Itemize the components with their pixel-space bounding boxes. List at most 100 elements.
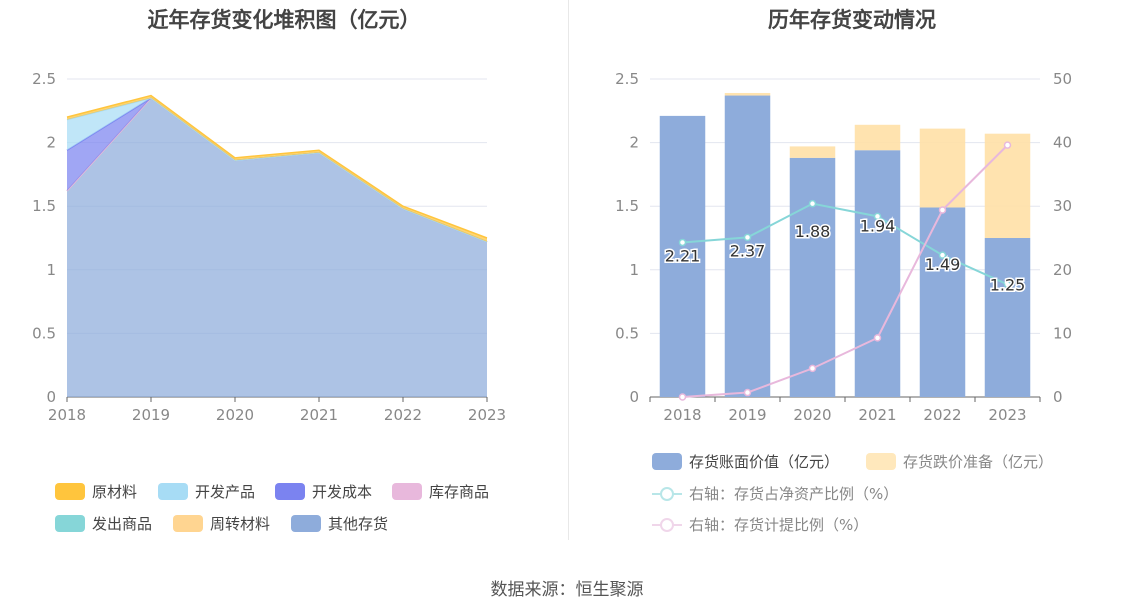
bar-book-value: [724, 95, 771, 397]
x-tick-label: 2023: [468, 406, 506, 424]
line-point: [1003, 280, 1012, 289]
y-tick-label: 0.5: [615, 324, 639, 342]
y-tick-label: 2.5: [32, 70, 56, 88]
line-point: [743, 233, 752, 242]
line-point: [808, 199, 817, 208]
bar-value-label: 1.88: [795, 222, 831, 241]
line-series-0: [682, 202, 1008, 286]
legend-item-turnover-materials[interactable]: 周转材料: [173, 513, 270, 534]
bar-provision: [789, 146, 836, 158]
bar-book-value: [659, 115, 706, 397]
legend-item-raw-materials[interactable]: 原材料: [55, 481, 137, 502]
area-其他存货: [67, 98, 487, 397]
x-tick-label: 2023: [988, 406, 1026, 424]
y-tick-label: 1: [46, 261, 56, 279]
y2-tick-label: 50: [1053, 70, 1072, 88]
legend-label: 原材料: [92, 483, 138, 501]
legend-swatch: [275, 483, 305, 500]
y-tick-label: 1: [629, 261, 639, 279]
legend-swatch: [55, 483, 85, 500]
legend-swatch: [158, 483, 188, 500]
bar-book-value: [789, 157, 836, 397]
y-tick-label: 2: [629, 134, 639, 152]
y2-tick-label: 40: [1053, 134, 1072, 152]
legend-swatch: [866, 453, 896, 470]
legend-swatch: [291, 515, 321, 532]
y-tick-label: 1.5: [32, 197, 56, 215]
panel-divider: [568, 0, 569, 540]
bar-provision: [919, 128, 966, 208]
legend-label: 开发产品: [195, 483, 256, 501]
line-point: [808, 364, 817, 373]
left-chart-title: 近年存货变化堆积图（亿元）: [147, 8, 421, 32]
legend-label: 开发成本: [312, 483, 373, 501]
line-point: [743, 388, 752, 397]
legend-label: 库存商品: [429, 483, 490, 501]
data-source-note: 数据来源：恒生聚源: [490, 580, 644, 600]
left-stacked-area-chart: 0 0.5 1 1.5 2 2.5 2018 2019 2020 2021 2022 2023: [32, 70, 506, 424]
right-bar-line-chart: 0 0.5 1 1.5 2 2.5 0 10 20 30 40 50 2018 2019 2020 2021 2…: [615, 70, 1072, 424]
line-point: [678, 393, 687, 401]
x-tick-label: 2021: [300, 406, 338, 424]
line-point: [1003, 141, 1012, 149]
bar-value-label: 1.25: [990, 275, 1026, 294]
area-edge-原材料: [66, 94, 488, 239]
area-开发产品: [67, 98, 487, 242]
x-tick-label: 2019: [132, 406, 170, 424]
x-tick-label: 2022: [384, 406, 422, 424]
y-tick-label: 2: [46, 134, 56, 152]
legend-item-other-inventory[interactable]: 其他存货: [291, 513, 388, 534]
y2-tick-label: 30: [1053, 197, 1072, 215]
bar-book-value: [854, 150, 901, 397]
legend-item-goods-shipped[interactable]: 发出商品: [55, 513, 152, 534]
y-tick-label: 1.5: [615, 197, 639, 215]
x-tick-label: 2022: [923, 406, 961, 424]
line-point: [938, 206, 947, 214]
legend-line-marker: [652, 516, 682, 533]
bar-book-value: [984, 238, 1031, 397]
x-tick-label: 2018: [48, 406, 86, 424]
bar-provision: [984, 133, 1031, 238]
bar-value-label: 1.94: [860, 217, 896, 236]
legend-item-book-value[interactable]: 存货账面价值（亿元）: [652, 451, 839, 472]
legend-swatch: [392, 483, 422, 500]
y-tick-label: 2.5: [615, 70, 639, 88]
legend-item-developed-products[interactable]: 开发产品: [158, 481, 255, 502]
x-tick-label: 2020: [216, 406, 254, 424]
y-tick-label: 0.5: [32, 324, 56, 342]
x-tick-label: 2018: [663, 406, 701, 424]
legend-label: 发出商品: [92, 515, 153, 533]
x-tick-label: 2019: [728, 406, 766, 424]
legend-swatch: [173, 515, 203, 532]
legend-item-development-cost[interactable]: 开发成本: [275, 481, 372, 502]
bar-provision: [854, 124, 901, 151]
line-point: [678, 238, 687, 247]
legend-label: 存货账面价值（亿元）: [689, 453, 840, 471]
legend-label: 其他存货: [328, 515, 389, 533]
legend-label: 周转材料: [210, 515, 271, 533]
y-tick-label: 0: [46, 388, 56, 406]
x-tick-label: 2021: [858, 406, 896, 424]
legend-swatch: [652, 453, 682, 470]
legend-item-net-assets-ratio[interactable]: 右轴：存货占净资产比例（%）: [652, 483, 898, 504]
bar-value-label: 2.21: [665, 246, 701, 265]
legend-label: 右轴：存货计提比例（%）: [689, 516, 869, 534]
line-point: [873, 212, 882, 221]
y2-tick-label: 0: [1053, 388, 1063, 406]
legend-label: 存货跌价准备（亿元）: [903, 453, 1054, 471]
bar-book-value: [919, 207, 966, 397]
y2-tick-label: 20: [1053, 261, 1072, 279]
right-chart-title: 历年存货变动情况: [768, 8, 936, 32]
bar-value-label: 1.49: [925, 255, 961, 274]
legend-line-marker: [652, 485, 682, 502]
line-series-1: [682, 144, 1009, 398]
line-point: [938, 251, 947, 259]
bar-value-label: 2.37: [730, 241, 766, 260]
legend-label: 右轴：存货占净资产比例（%）: [689, 485, 899, 503]
line-point: [873, 334, 882, 342]
legend-item-provision[interactable]: 存货跌价准备（亿元）: [866, 451, 1053, 472]
y-tick-label: 0: [629, 388, 639, 406]
bar-provision: [724, 92, 771, 96]
legend-item-inventory-goods[interactable]: 库存商品: [392, 481, 489, 502]
legend-item-provision-ratio[interactable]: 右轴：存货计提比例（%）: [652, 514, 868, 535]
